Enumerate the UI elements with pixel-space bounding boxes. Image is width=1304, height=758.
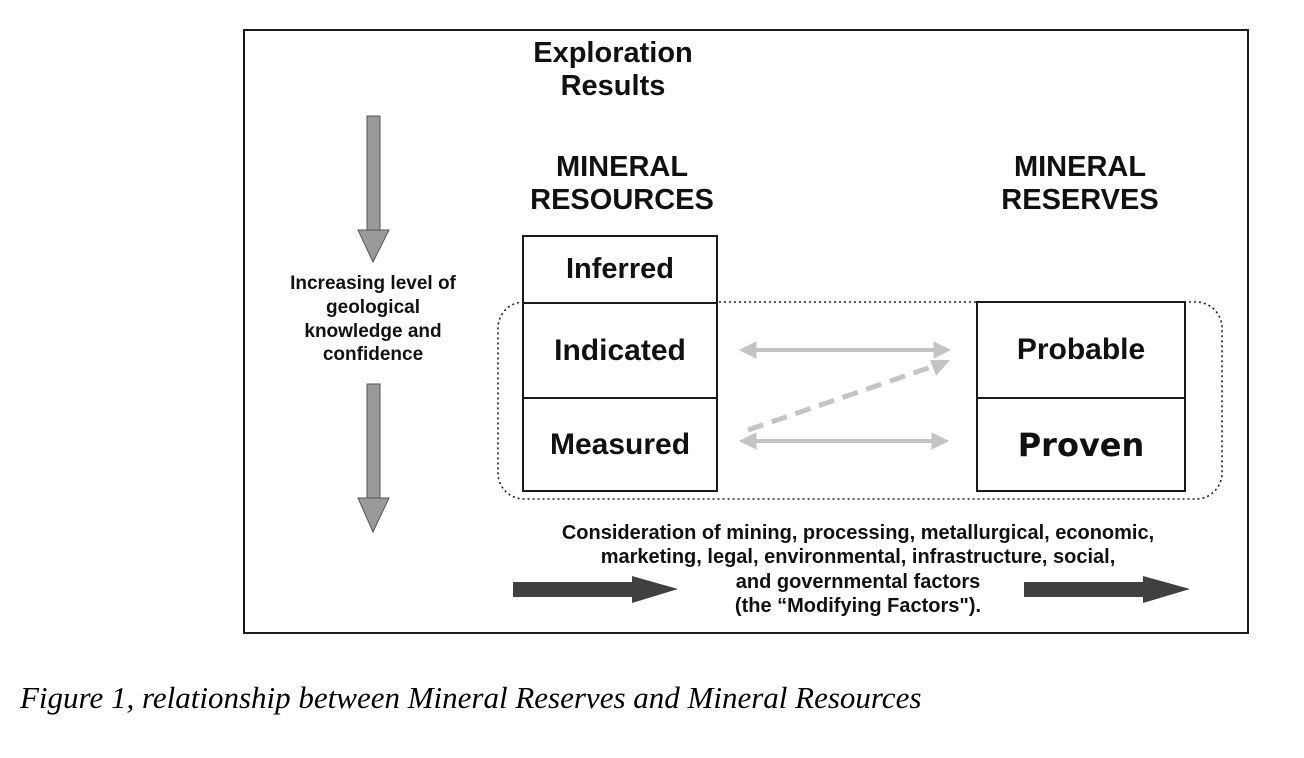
measured-label: Measured bbox=[549, 427, 691, 461]
side-label-line-2: geological bbox=[326, 296, 420, 318]
exploration-results-line-2: Results bbox=[560, 70, 666, 103]
measured-proven-arrow-icon bbox=[738, 432, 950, 450]
modifying-factors-line-3: and governmental factors bbox=[735, 570, 981, 593]
proven-label: Proven bbox=[1017, 425, 1145, 464]
inferred-label: Inferred bbox=[566, 253, 674, 285]
mineral-resources-heading: MINERAL RESOURCES bbox=[480, 151, 764, 218]
side-label-line-4: confidence bbox=[322, 344, 424, 366]
confidence-side-label: Increasing level of geological knowledge… bbox=[255, 272, 491, 367]
mineral-resources-line-1: MINERAL bbox=[555, 151, 689, 183]
measured-to-probable-dashed-arrow-icon bbox=[747, 360, 950, 433]
inferred-box: Inferred bbox=[522, 235, 718, 304]
indicated-probable-arrow-icon bbox=[738, 341, 952, 359]
modifying-factors-line-4: (the “Modifying Factors"). bbox=[734, 595, 982, 618]
probable-label: Probable bbox=[1016, 333, 1146, 366]
down-arrow-bottom-icon bbox=[357, 383, 390, 534]
modifying-factors-line-2: marketing, legal, environmental, infrast… bbox=[600, 546, 1116, 569]
indicated-box: Indicated bbox=[522, 302, 718, 399]
proven-box: Proven bbox=[976, 397, 1186, 492]
figure-caption: Figure 1, relationship between Mineral R… bbox=[20, 680, 922, 715]
measured-box: Measured bbox=[522, 397, 718, 492]
modifying-factors-text: Consideration of mining, processing, met… bbox=[478, 521, 1238, 619]
mineral-resources-line-2: RESOURCES bbox=[530, 184, 714, 217]
mineral-reserves-heading: MINERAL RESERVES bbox=[960, 151, 1200, 218]
mineral-reserves-line-1: MINERAL bbox=[1013, 151, 1147, 183]
modifying-factors-enclosure bbox=[497, 301, 1223, 500]
exploration-results-line-1: Exploration bbox=[533, 37, 693, 69]
side-label-line-1: Increasing level of bbox=[290, 273, 456, 294]
modifying-factors-line-1: Consideration of mining, processing, met… bbox=[561, 522, 1155, 544]
indicated-label: Indicated bbox=[554, 333, 686, 367]
side-label-line-3: knowledge and bbox=[304, 320, 442, 342]
exploration-results-heading: Exploration Results bbox=[488, 37, 738, 104]
down-arrow-top-icon bbox=[357, 115, 390, 264]
modifying-factors-right-arrow-icon bbox=[1024, 576, 1190, 603]
mineral-reserves-line-2: RESERVES bbox=[1001, 184, 1159, 217]
modifying-factors-left-arrow-icon bbox=[513, 576, 678, 603]
probable-box: Probable bbox=[976, 301, 1186, 399]
